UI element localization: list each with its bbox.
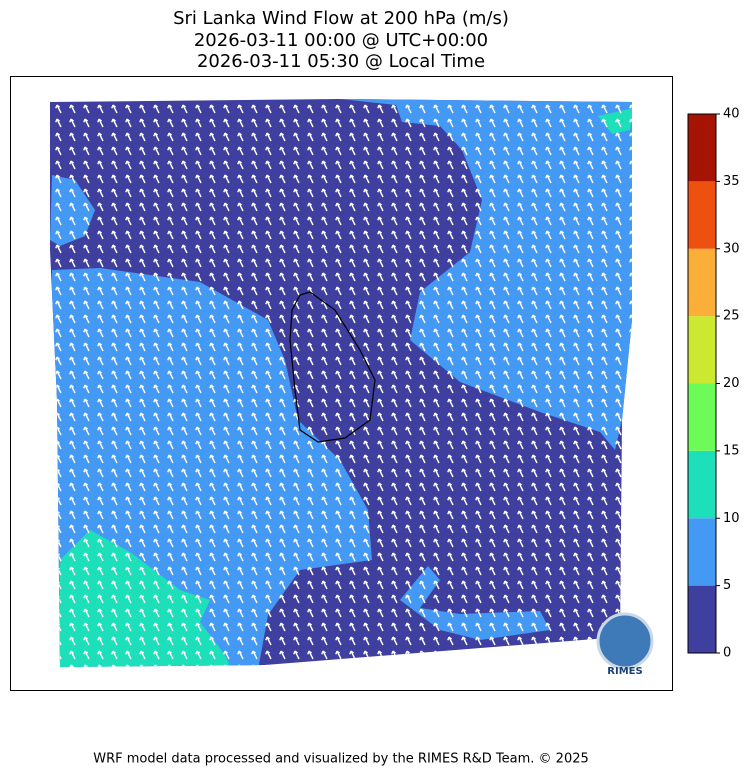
logo-text: RIMES (607, 666, 642, 677)
logo-badge (596, 612, 654, 670)
logo: RIMES (596, 612, 654, 677)
colorbar-segment (688, 450, 716, 519)
colorbar: 0 5 10 15 20 25 30 35 40 (687, 107, 740, 661)
tick-label: 15 (723, 443, 740, 458)
tick-label: 25 (723, 309, 740, 324)
colorbar-segment (688, 585, 716, 653)
title: Sri Lanka Wind Flow at 200 hPa (m/s) (173, 8, 509, 29)
subtitle: 2026-03-11 05:30 @ Local Time (197, 51, 485, 72)
tick-label: 10 (723, 511, 740, 526)
wind-map (50, 99, 632, 667)
subtitle: 2026-03-11 00:00 @ UTC+00:00 (194, 30, 488, 51)
wind-arrows (50, 99, 632, 667)
tick-label: 0 (723, 646, 731, 661)
colorbar-segment (688, 248, 716, 317)
footer: WRF model data processed and visualized … (93, 752, 589, 767)
tick-label: 35 (723, 174, 740, 189)
tick-label: 40 (723, 107, 740, 122)
tick-label: 5 (723, 578, 731, 593)
sri-lanka-outline (289, 291, 376, 443)
colorbar-segment (688, 518, 716, 586)
colorbar-segment (688, 316, 716, 384)
colorbar-segment (688, 181, 716, 249)
tick-label: 20 (723, 376, 740, 391)
tick-label: 30 (723, 241, 740, 256)
colorbar-segment (688, 383, 716, 451)
colorbar-segment (688, 114, 716, 182)
